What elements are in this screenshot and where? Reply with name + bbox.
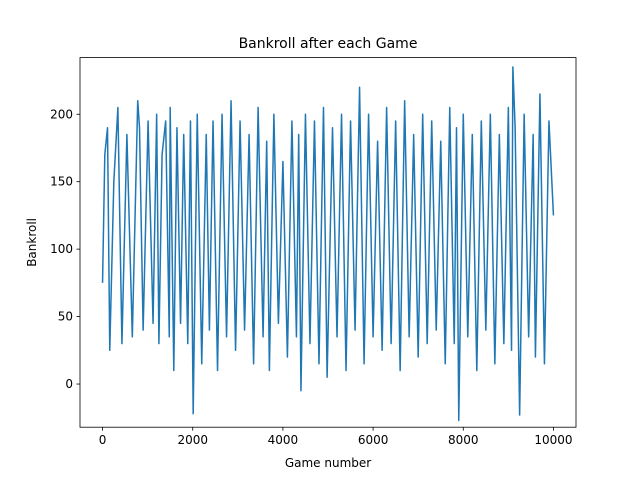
y-tick-label: 50 (58, 310, 73, 324)
y-tick-label: 100 (50, 242, 73, 256)
x-axis: 0 2000 4000 6000 8000 10000 (99, 427, 573, 447)
x-tick-label: 0 (99, 433, 107, 447)
chart-title: Bankroll after each Game (239, 36, 418, 52)
x-tick-label: 10000 (534, 433, 572, 447)
y-tick-label: 150 (50, 175, 73, 189)
plot-frame (79, 57, 577, 428)
x-tick-label: 8000 (448, 433, 479, 447)
x-tick-label: 6000 (358, 433, 389, 447)
y-tick-label: 0 (65, 377, 73, 391)
y-axis-label: Bankroll (25, 218, 39, 267)
x-tick-label: 2000 (177, 433, 208, 447)
plot-area (101, 66, 555, 422)
y-axis: 0 50 100 150 200 (50, 107, 80, 391)
x-tick-label: 4000 (268, 433, 299, 447)
y-tick-label: 200 (50, 107, 73, 121)
x-axis-label: Game number (285, 456, 371, 470)
series-line-0 (101, 66, 555, 422)
